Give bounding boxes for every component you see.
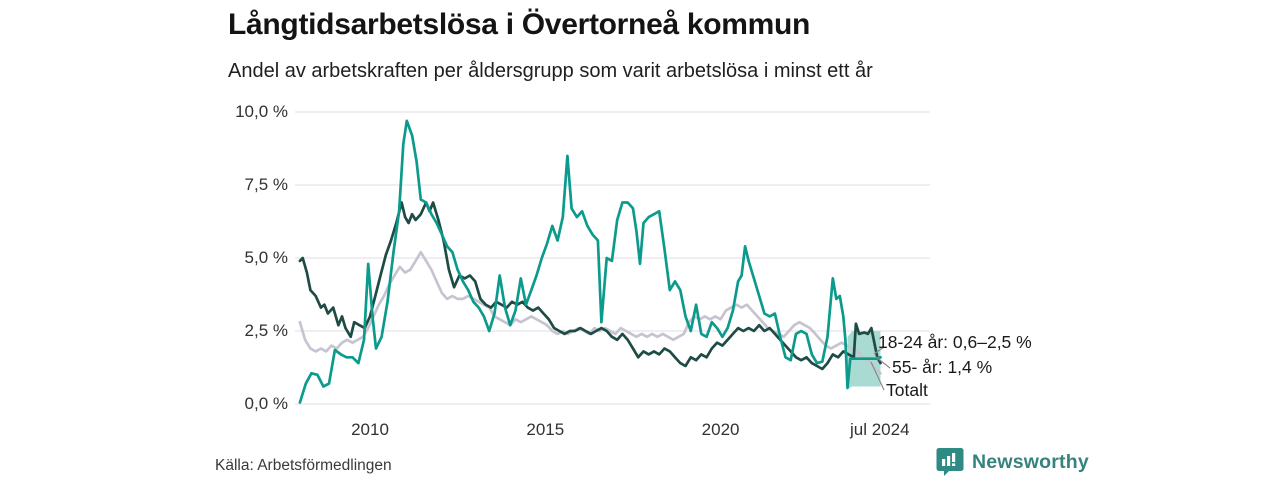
y-tick-label: 10,0 % [235,102,288,121]
newsworthy-logo-icon [936,448,964,476]
y-tick-label: 2,5 % [244,321,288,340]
chart-subtitle: Andel av arbetskraften per åldersgrupp s… [228,60,873,82]
line-totalt [298,250,882,375]
y-tick-label: 7,5 % [244,175,288,194]
label-connector [873,346,885,355]
x-tick-label: jul 2024 [849,420,910,439]
x-tick-label: 2015 [526,420,565,439]
range-band-18-24 [847,331,881,390]
label-connector [870,361,885,391]
source-note: Källa: Arbetsförmedlingen [215,457,392,474]
end-label-55: 55- år: 1,4 % [892,357,993,377]
line-18-24-r [298,119,882,404]
y-tick-label: 0,0 % [244,394,288,413]
page-title: Långtidsarbetslösa i Övertorneå kommun [228,8,811,41]
end-label-totalt: Totalt [886,380,928,400]
x-tick-label: 2020 [701,420,740,439]
y-tick-label: 5,0 % [244,248,288,267]
end-label-18-24: 18-24 år: 0,6–2,5 % [878,332,1032,352]
label-connector [875,356,891,369]
brand-name: Newsworthy [972,450,1089,473]
brand-lockup: Newsworthy [936,447,1089,477]
x-tick-label: 2010 [351,420,389,439]
